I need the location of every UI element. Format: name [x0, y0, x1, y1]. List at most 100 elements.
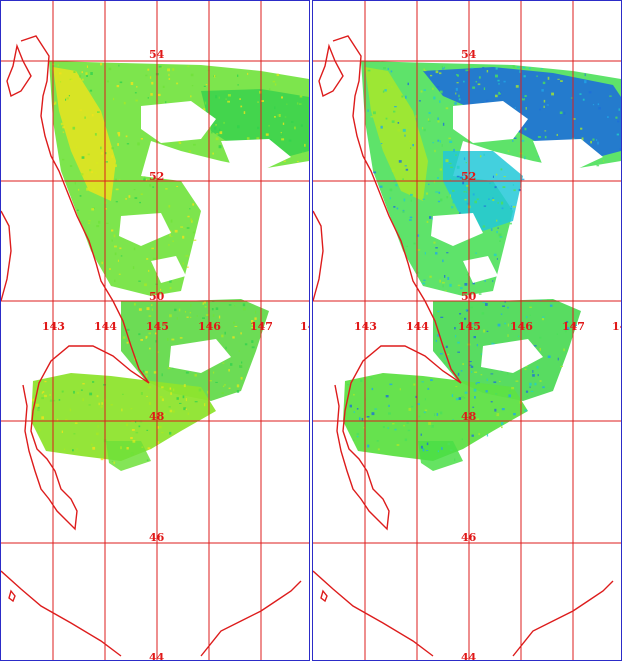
right-speckle	[564, 330, 567, 333]
right-speckle	[462, 181, 465, 185]
right-speckle	[445, 159, 449, 163]
right-speckle	[463, 157, 466, 160]
right-speckle	[445, 357, 448, 360]
left-speckle	[192, 231, 196, 234]
left-speckle	[211, 131, 213, 134]
right-speckle	[380, 143, 383, 145]
left-speckle	[187, 65, 190, 67]
left-speckle	[116, 85, 120, 88]
right-speckle	[584, 73, 586, 77]
right-speckle	[349, 404, 352, 408]
left-speckle	[282, 122, 285, 125]
right-speckle	[500, 168, 503, 171]
left-speckle	[96, 395, 99, 398]
left-speckle	[204, 101, 207, 105]
left-speckle	[156, 426, 160, 429]
left-speckle	[126, 447, 129, 450]
left-speckle	[157, 351, 159, 353]
left-speckle	[179, 142, 182, 144]
right-speckle	[460, 370, 463, 372]
right-speckle	[485, 390, 488, 393]
left-speckle	[183, 227, 185, 229]
left-speckle	[190, 304, 192, 307]
right-speckle	[559, 111, 563, 114]
left-lon-label-146: 146	[198, 320, 221, 333]
right-speckle	[388, 404, 390, 407]
left-speckle	[96, 161, 98, 165]
left-speckle	[277, 114, 280, 117]
left-speckle	[256, 137, 260, 140]
right-speckle	[478, 293, 482, 295]
right-speckle	[596, 139, 598, 141]
right-speckle	[464, 317, 467, 320]
right-speckle	[417, 234, 420, 237]
right-speckle	[513, 322, 515, 324]
right-speckle	[459, 176, 463, 179]
right-speckle	[427, 387, 430, 390]
right-speckle	[439, 279, 441, 283]
left-speckle	[209, 380, 212, 382]
right-speckle	[420, 445, 423, 449]
right-speckle	[565, 321, 569, 323]
right-speckle	[433, 241, 436, 244]
right-speckle	[486, 378, 488, 381]
left-cloud-gap-4	[169, 339, 231, 373]
left-field-ne-cloud	[201, 89, 309, 161]
right-speckle	[507, 334, 509, 337]
right-speckle	[469, 361, 472, 363]
right-speckle	[356, 432, 360, 435]
right-speckle	[546, 104, 549, 106]
right-speckle	[379, 185, 383, 188]
right-speckle	[504, 301, 506, 303]
right-speckle	[458, 94, 460, 98]
right-speckle	[475, 382, 477, 385]
right-speckle	[437, 334, 440, 337]
left-speckle	[146, 429, 149, 431]
right-speckle	[422, 282, 426, 285]
left-speckle	[139, 201, 141, 204]
right-speckle	[455, 154, 457, 156]
right-speckle	[521, 178, 525, 181]
left-lat-label-44: 44	[149, 651, 165, 661]
left-speckle	[228, 387, 231, 389]
left-speckle	[190, 218, 193, 222]
left-speckle	[184, 310, 186, 313]
right-speckle	[504, 322, 507, 325]
right-cloud-gaps	[431, 101, 603, 373]
left-speckle	[75, 146, 78, 149]
right-grid-labels: 54 52 50 48 46 44 143 144 145 146 147 14	[354, 48, 621, 660]
left-speckle	[148, 402, 152, 405]
right-speckle	[471, 67, 474, 69]
right-speckle	[439, 90, 443, 94]
right-lat-label-52: 52	[461, 170, 476, 183]
right-speckle	[464, 391, 468, 394]
left-speckle	[118, 64, 120, 67]
right-speckle	[563, 111, 566, 115]
right-speckle	[474, 396, 476, 399]
left-speckle	[185, 398, 187, 402]
right-speckle	[451, 394, 453, 397]
right-speckle	[440, 316, 444, 318]
left-speckle	[58, 80, 61, 83]
right-speckle	[471, 434, 474, 437]
right-speckle	[476, 198, 479, 200]
left-speckle	[218, 96, 220, 99]
left-speckle	[62, 158, 65, 161]
left-speckle	[91, 114, 94, 117]
right-speckle	[387, 67, 389, 71]
right-speckle	[512, 184, 515, 186]
left-speckle	[218, 145, 222, 149]
left-speckle	[202, 317, 205, 319]
left-cloud-gap-2	[221, 139, 291, 171]
right-speckle	[439, 72, 442, 75]
right-speckle	[442, 259, 444, 263]
right-speckle	[472, 406, 475, 408]
left-speckle	[169, 409, 173, 413]
left-speckle	[251, 320, 254, 323]
left-speckle	[234, 305, 236, 307]
right-speckle	[439, 100, 441, 103]
left-speckle	[188, 150, 191, 153]
right-lon-label-147: 147	[562, 320, 585, 333]
left-speckle	[84, 116, 86, 119]
right-speckle	[426, 450, 429, 451]
